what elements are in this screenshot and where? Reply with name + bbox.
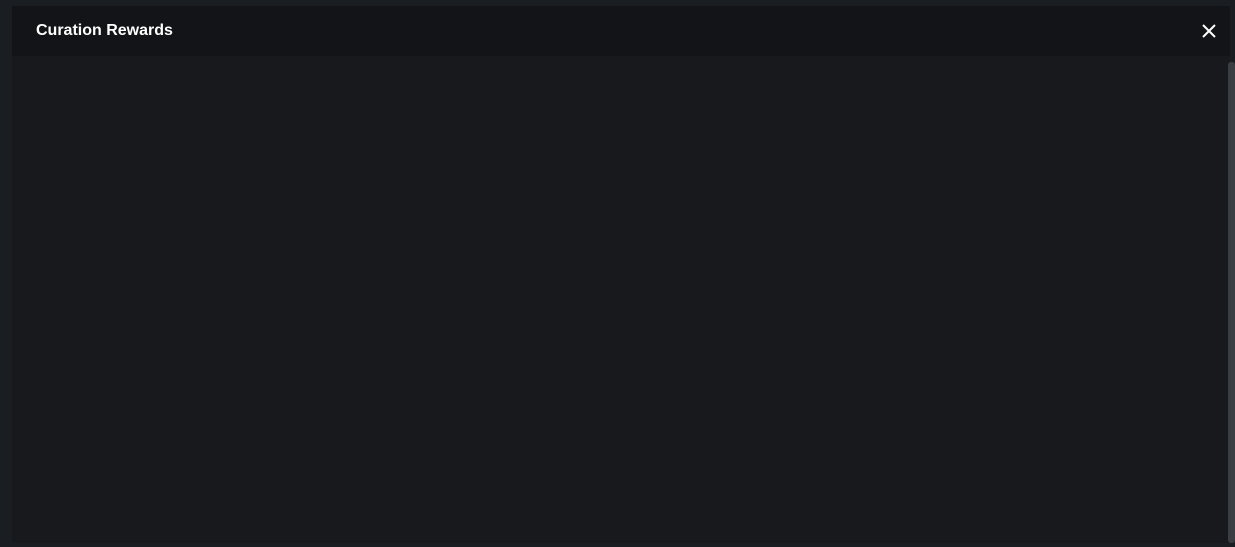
scrollbar[interactable] [1228,62,1235,543]
close-button[interactable] [1198,20,1220,42]
modal: Curation Rewards [12,6,1235,543]
chart-title: Curation Rewards [36,22,173,39]
modal-header: Curation Rewards [12,6,1230,56]
